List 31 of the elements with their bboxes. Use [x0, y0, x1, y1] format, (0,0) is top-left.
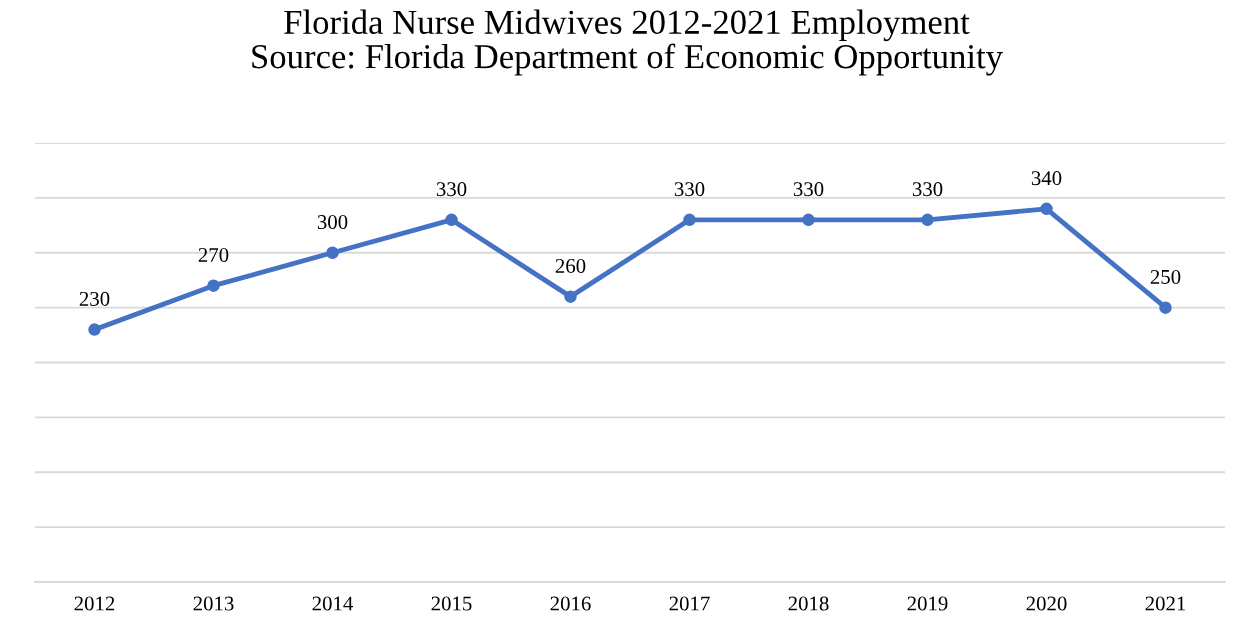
point	[445, 213, 458, 227]
x-tick-label: 2020	[1026, 596, 1067, 611]
x-tick-label: 2012	[74, 596, 115, 611]
point	[207, 279, 220, 292]
data-label: 300	[317, 215, 348, 230]
point	[564, 290, 577, 303]
point	[1040, 202, 1053, 216]
x-tick-label: 2016	[550, 596, 591, 611]
data-label: 330	[436, 182, 467, 197]
data-label: 340	[1031, 171, 1062, 186]
x-tick-label: 2018	[788, 596, 829, 611]
point	[802, 213, 815, 227]
x-tick-label: 2013	[193, 596, 234, 611]
x-tick-label: 2015	[431, 596, 472, 611]
point	[88, 323, 101, 336]
x-tick-label: 2021	[1145, 596, 1186, 611]
data-label: 260	[555, 258, 586, 273]
data-label: 330	[793, 182, 824, 197]
point	[921, 213, 934, 227]
data-label: 330	[674, 182, 705, 197]
data-label: 270	[198, 247, 229, 262]
data-label: 250	[1150, 269, 1181, 284]
point	[683, 213, 696, 227]
x-tick-label: 2017	[669, 596, 710, 611]
point	[326, 246, 339, 260]
data-label: 230	[79, 291, 110, 306]
chart-title: Florida Nurse Midwives 2012-2021 Employment Source: Florida Department of Economic Opportunity	[252, 9, 1003, 76]
point	[1159, 301, 1172, 314]
x-tick-label: 2019	[907, 596, 948, 611]
data-label: 330	[912, 182, 943, 197]
x-tick-label: 2014	[312, 596, 354, 611]
